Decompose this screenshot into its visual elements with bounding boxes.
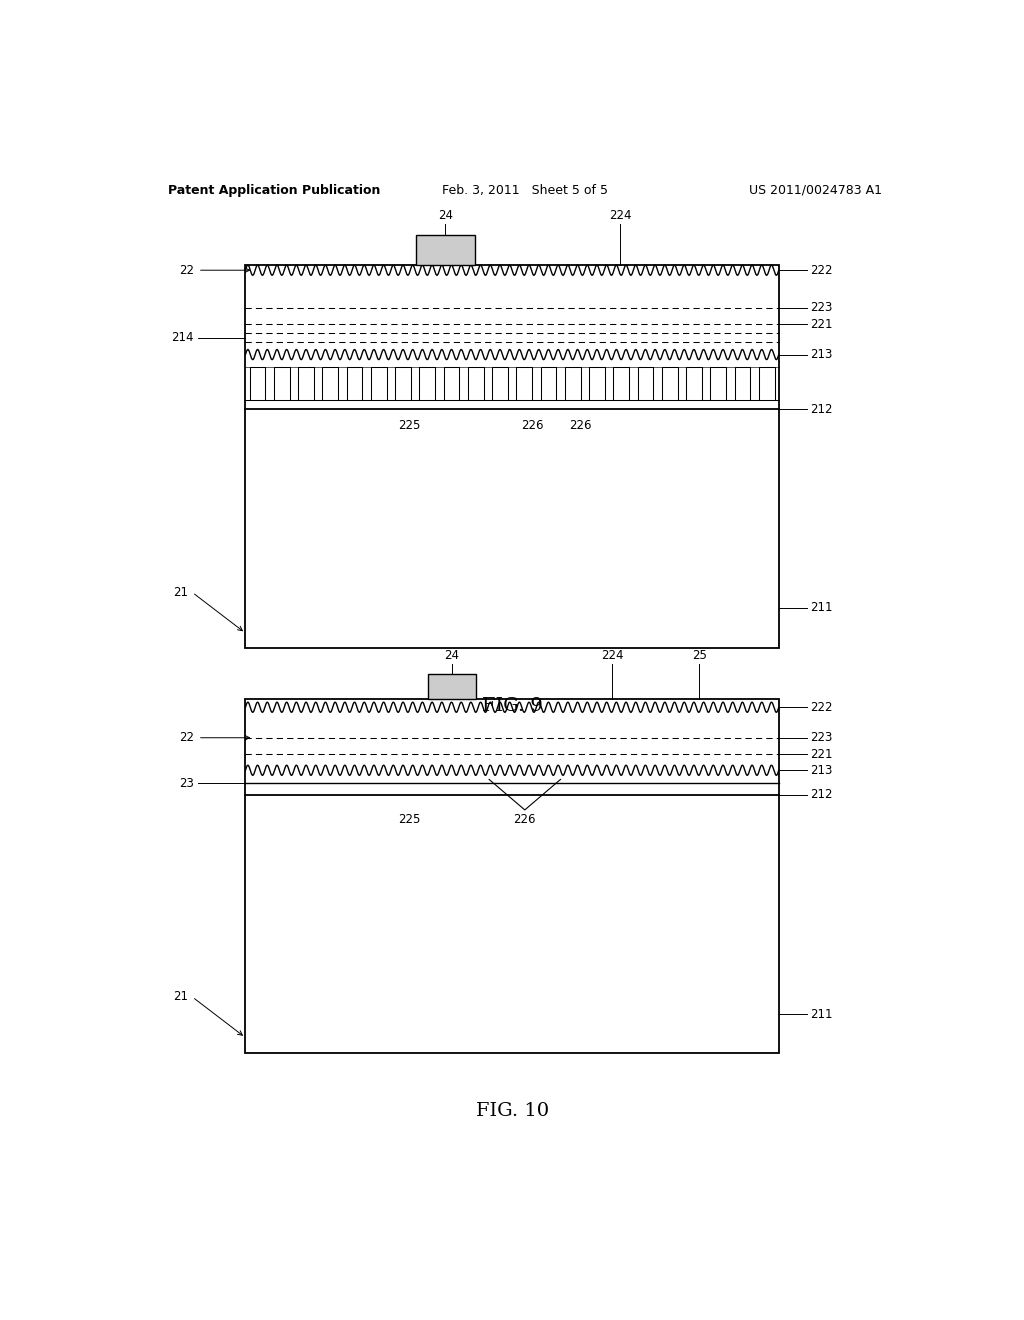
Text: 224: 224 [601,648,624,661]
Text: 21: 21 [173,586,188,599]
Text: 211: 211 [810,1007,833,1020]
Text: 21: 21 [173,990,188,1003]
Bar [428,673,475,700]
Text: FIG. 10: FIG. 10 [475,1102,549,1119]
Text: 225: 225 [398,813,421,826]
Bar [246,700,778,1053]
Text: 23: 23 [179,777,194,789]
Text: 223: 223 [810,301,833,314]
Text: 221: 221 [810,747,833,760]
Text: 213: 213 [810,348,833,362]
Text: 212: 212 [810,403,833,416]
Text: 24: 24 [438,210,453,223]
Text: 22: 22 [179,731,194,744]
Text: FIG. 9: FIG. 9 [481,697,543,715]
Text: 211: 211 [810,601,833,614]
Text: 226: 226 [569,418,592,432]
Text: 22: 22 [179,264,194,277]
Text: 224: 224 [609,210,631,223]
Text: 222: 222 [810,264,833,277]
Text: 223: 223 [810,731,833,744]
Text: 225: 225 [398,418,421,432]
Text: 212: 212 [810,788,833,801]
Text: 213: 213 [810,764,833,776]
Text: 24: 24 [444,648,460,661]
Text: 226: 226 [514,813,536,826]
Bar [246,265,778,648]
Text: 221: 221 [810,318,833,330]
Text: 214: 214 [171,331,194,345]
Text: 226: 226 [521,418,544,432]
Text: Feb. 3, 2011   Sheet 5 of 5: Feb. 3, 2011 Sheet 5 of 5 [441,183,608,197]
Text: US 2011/0024783 A1: US 2011/0024783 A1 [749,183,882,197]
Text: Patent Application Publication: Patent Application Publication [168,183,380,197]
Bar [416,235,475,265]
Text: 222: 222 [810,701,833,714]
Text: 25: 25 [692,648,707,661]
